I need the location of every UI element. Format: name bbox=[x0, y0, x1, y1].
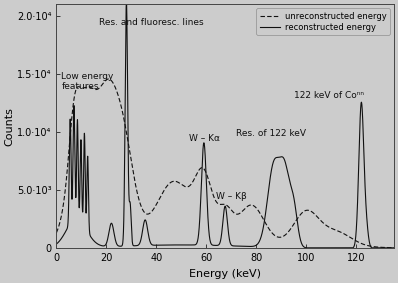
reconstructed energy bbox=[392, 246, 396, 250]
reconstructed energy bbox=[304, 246, 309, 250]
Text: Low energy
features: Low energy features bbox=[61, 72, 114, 91]
unreconstructed energy bbox=[364, 244, 369, 247]
Legend: unreconstructed energy, reconstructed energy: unreconstructed energy, reconstructed en… bbox=[256, 8, 390, 35]
reconstructed energy bbox=[124, 0, 129, 4]
Text: W – Kα: W – Kα bbox=[189, 134, 220, 143]
Text: W – Kβ: W – Kβ bbox=[217, 192, 247, 201]
Text: Res. of 122 keV: Res. of 122 keV bbox=[236, 129, 306, 138]
unreconstructed energy bbox=[215, 201, 219, 204]
reconstructed energy bbox=[199, 192, 203, 195]
Text: Res. and fluoresc. lines: Res. and fluoresc. lines bbox=[99, 18, 203, 27]
unreconstructed energy bbox=[299, 212, 304, 215]
reconstructed energy bbox=[299, 242, 304, 245]
Line: reconstructed energy: reconstructed energy bbox=[57, 2, 394, 248]
unreconstructed energy bbox=[199, 166, 203, 170]
unreconstructed energy bbox=[54, 231, 59, 234]
Line: unreconstructed energy: unreconstructed energy bbox=[57, 79, 394, 248]
unreconstructed energy bbox=[106, 77, 111, 81]
reconstructed energy bbox=[54, 242, 59, 246]
unreconstructed energy bbox=[392, 246, 396, 249]
reconstructed energy bbox=[215, 244, 219, 247]
Y-axis label: Counts: Counts bbox=[4, 107, 14, 146]
unreconstructed energy bbox=[196, 170, 201, 173]
reconstructed energy bbox=[196, 235, 201, 239]
unreconstructed energy bbox=[381, 246, 386, 249]
reconstructed energy bbox=[381, 246, 386, 250]
Text: 122 keV of Coⁿⁿ: 122 keV of Coⁿⁿ bbox=[294, 91, 364, 100]
reconstructed energy bbox=[365, 217, 369, 220]
X-axis label: Energy (keV): Energy (keV) bbox=[189, 269, 261, 279]
